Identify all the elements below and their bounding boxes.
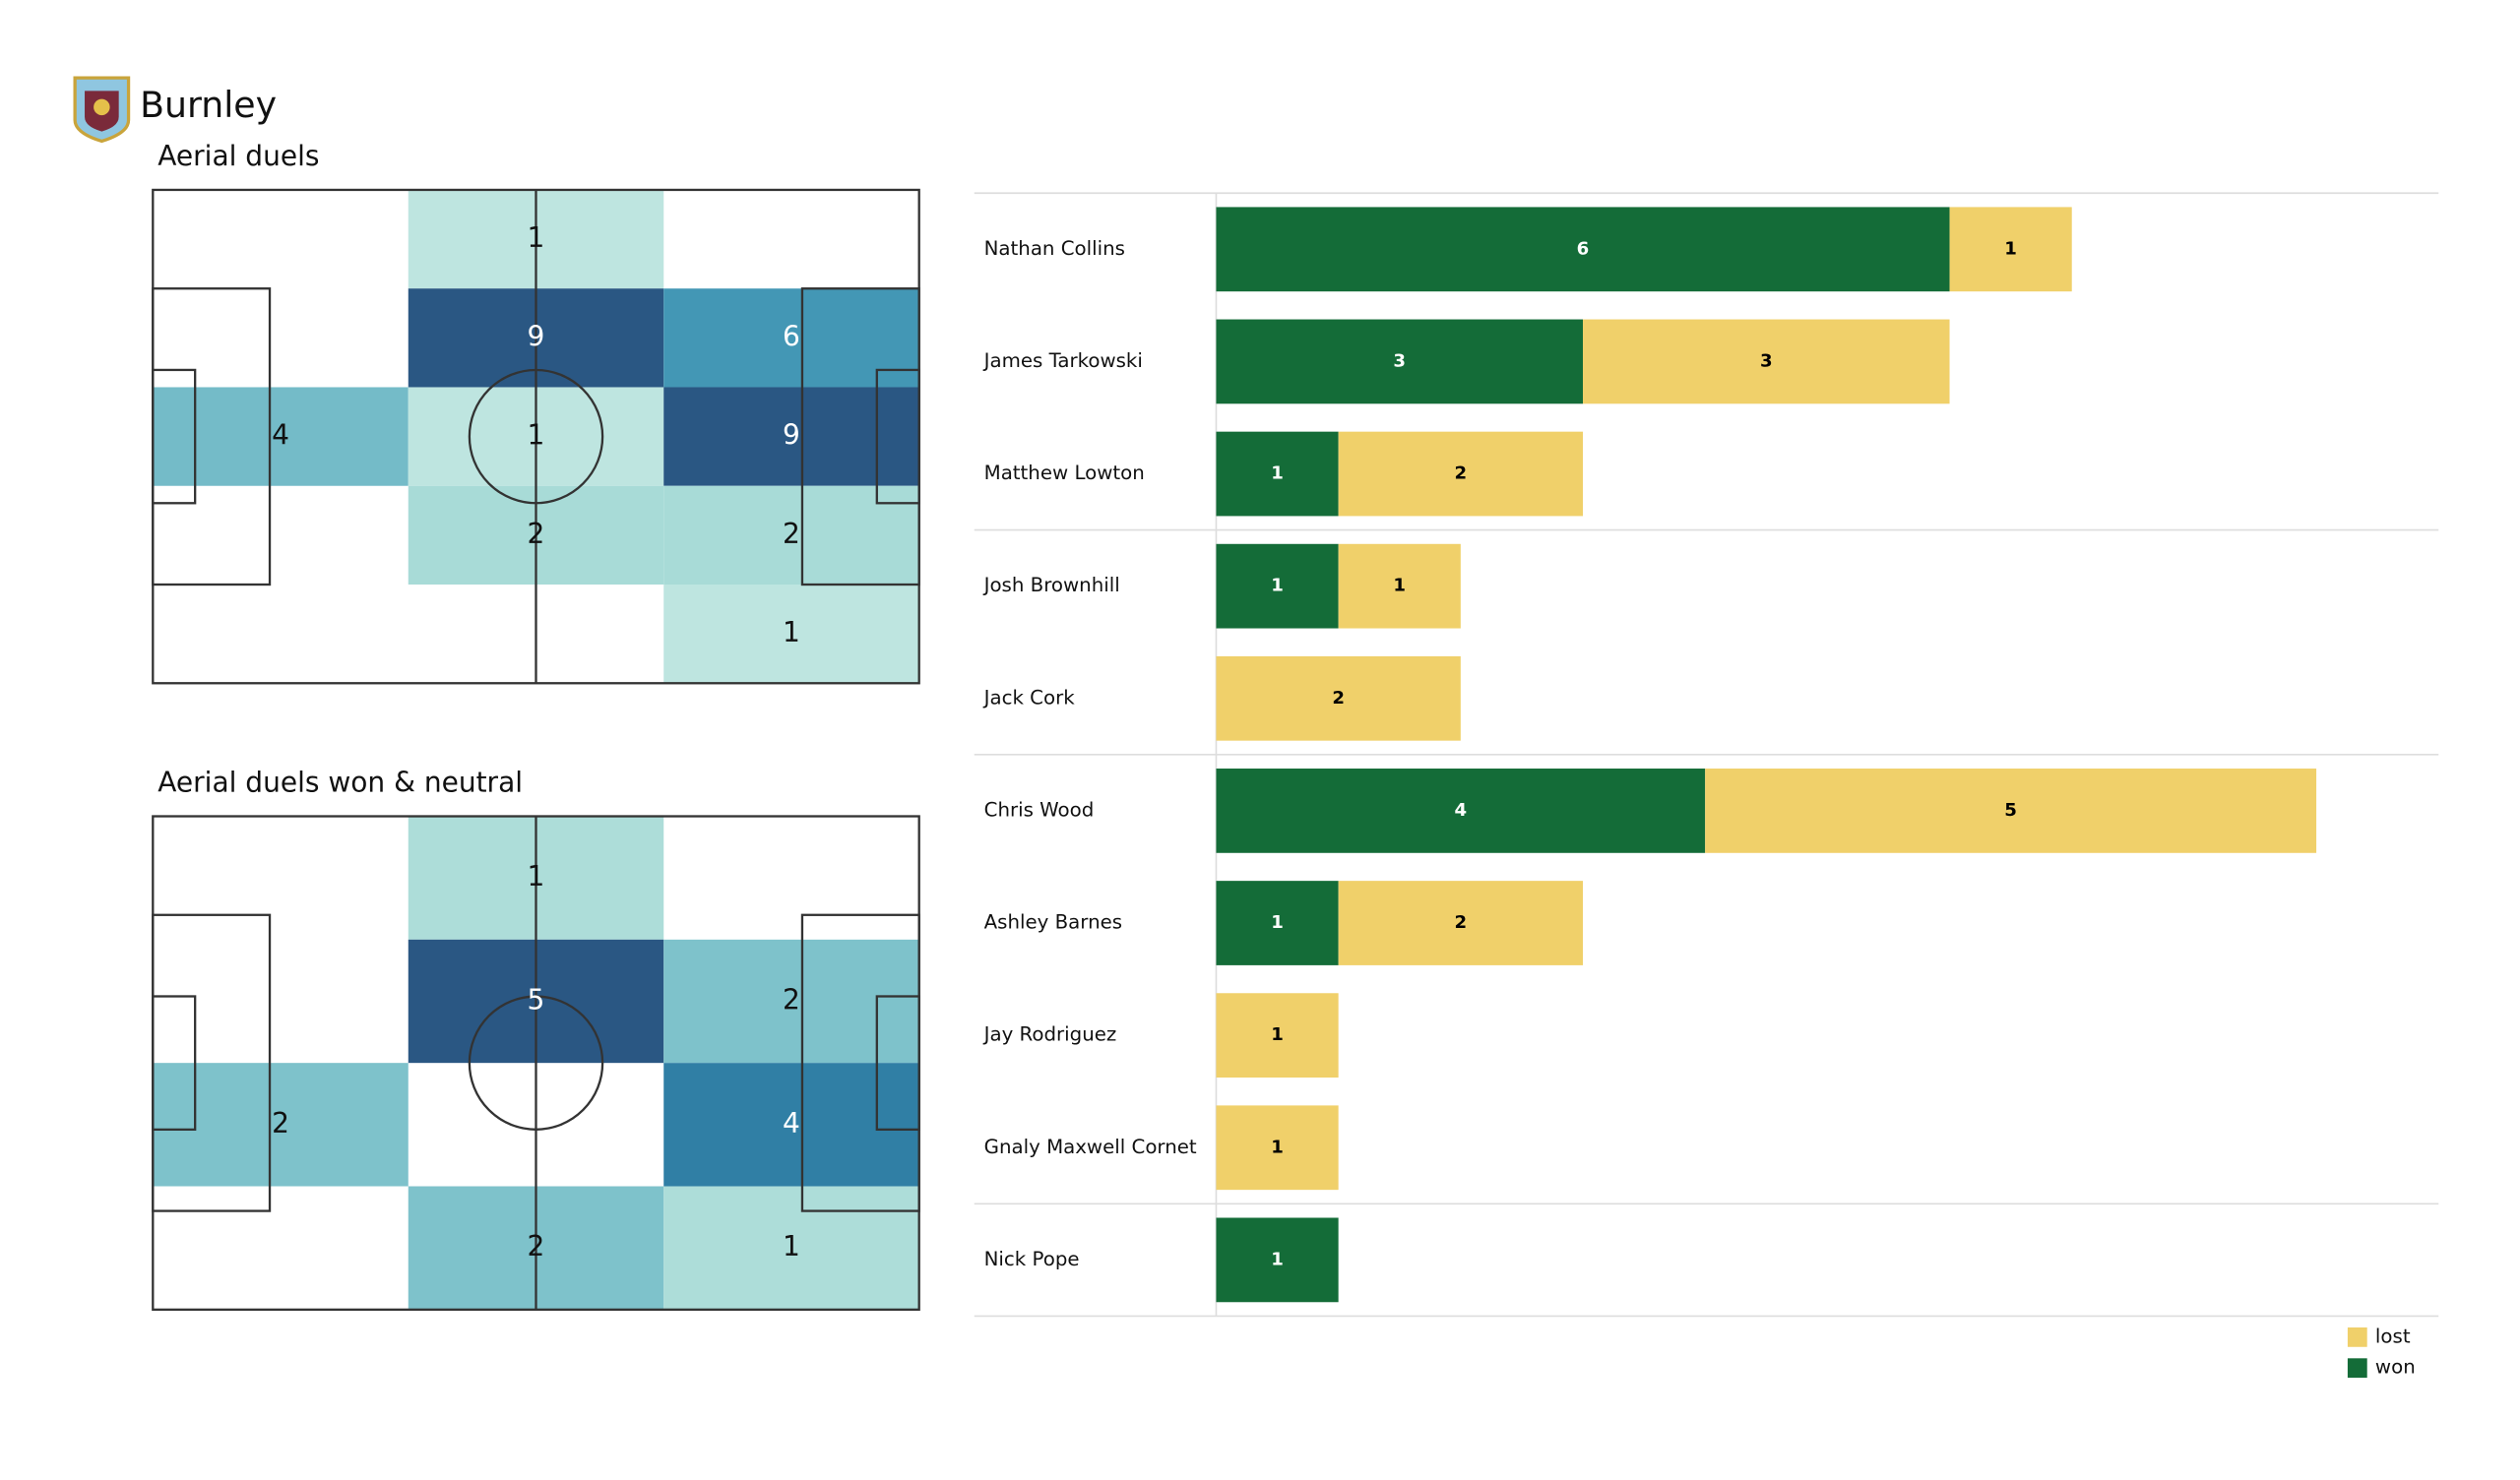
bar-segment	[1705, 769, 2317, 853]
category-label: Gnaly Maxwell Cornet	[984, 1136, 1197, 1158]
bar-segment	[1216, 769, 1706, 853]
category-label: James Tarkowski	[982, 349, 1143, 372]
pitch-lines	[152, 188, 920, 685]
cell-label: 9	[528, 320, 545, 352]
pitch-lines	[152, 815, 920, 1311]
legend-label: lost	[2375, 1325, 2411, 1347]
cell-label: 1	[528, 221, 545, 254]
category-label: Nick Pope	[984, 1248, 1080, 1270]
heatmap-cell	[663, 1186, 919, 1310]
pitch-line	[468, 368, 604, 505]
bar-segment	[1216, 881, 1339, 965]
cell-label: 2	[528, 518, 545, 550]
cell-label: 4	[783, 1107, 800, 1140]
value-label: 1	[1271, 576, 1284, 596]
bar-segment	[1216, 1105, 1339, 1191]
bar-segment	[1216, 655, 1461, 741]
cell-label: 2	[783, 518, 800, 550]
pitch-line	[152, 995, 197, 1132]
heatmap-cell	[663, 585, 919, 684]
value-label: 4	[1455, 800, 1468, 821]
chart-title: Aerial duels won & neutral	[158, 767, 523, 799]
value-label: 1	[1271, 1137, 1284, 1157]
legend-swatch	[2347, 1358, 2367, 1379]
pitch-line	[468, 995, 604, 1131]
pitch-line	[152, 368, 197, 505]
bar-segment	[1216, 993, 1339, 1079]
cell-label: 5	[528, 984, 545, 1017]
category-label: Ashley Barnes	[984, 911, 1122, 934]
category-label: Jay Rodriguez	[982, 1023, 1117, 1046]
chart-title: Aerial duels	[158, 140, 319, 172]
category-label: Josh Brownhill	[982, 574, 1120, 596]
bar-segment	[1216, 319, 1584, 404]
bar-segment	[1216, 543, 1339, 629]
value-label: 3	[1393, 350, 1406, 371]
value-label: 1	[2004, 238, 2017, 259]
cell-label: 1	[528, 860, 545, 893]
legend-swatch	[2347, 1326, 2367, 1347]
value-label: 1	[1271, 463, 1284, 484]
team-name: Burnley	[140, 84, 277, 126]
bar-segment	[1583, 319, 1950, 404]
bar-segment	[1216, 1217, 1339, 1303]
value-label: 1	[1271, 912, 1284, 933]
value-label: 2	[1455, 463, 1468, 484]
cell-label: 9	[783, 419, 800, 452]
value-label: 3	[1760, 350, 1773, 371]
bar-segment	[1338, 881, 1584, 965]
bar-segment	[1338, 543, 1461, 629]
cell-label: 4	[272, 419, 289, 452]
value-label: 2	[1332, 688, 1345, 709]
pitch-line	[875, 368, 920, 505]
bar-segment	[1338, 431, 1584, 517]
legend-label: won	[2375, 1356, 2416, 1379]
value-label: 1	[1271, 1024, 1284, 1045]
cell-label: 2	[272, 1107, 289, 1140]
category-label: Jack Cork	[982, 686, 1076, 709]
bar-segment	[1949, 207, 2072, 292]
value-label: 1	[1271, 1249, 1284, 1269]
cell-label: 2	[528, 1230, 545, 1263]
value-label: 6	[1577, 238, 1590, 259]
category-label: Nathan Collins	[984, 237, 1125, 260]
value-label: 2	[1455, 912, 1468, 933]
cell-label: 1	[528, 419, 545, 452]
cell-label: 1	[783, 616, 800, 648]
category-label: Chris Wood	[984, 798, 1095, 821]
cell-label: 2	[783, 984, 800, 1017]
value-label: 1	[1393, 576, 1406, 596]
value-label: 5	[2004, 800, 2017, 821]
cell-label: 6	[783, 320, 800, 352]
category-label: Matthew Lowton	[984, 462, 1145, 484]
pitch-line	[875, 995, 920, 1132]
team-badge	[73, 76, 131, 144]
bar-segment	[1216, 431, 1339, 517]
bar-segment	[1216, 207, 1950, 292]
cell-label: 1	[783, 1230, 800, 1263]
